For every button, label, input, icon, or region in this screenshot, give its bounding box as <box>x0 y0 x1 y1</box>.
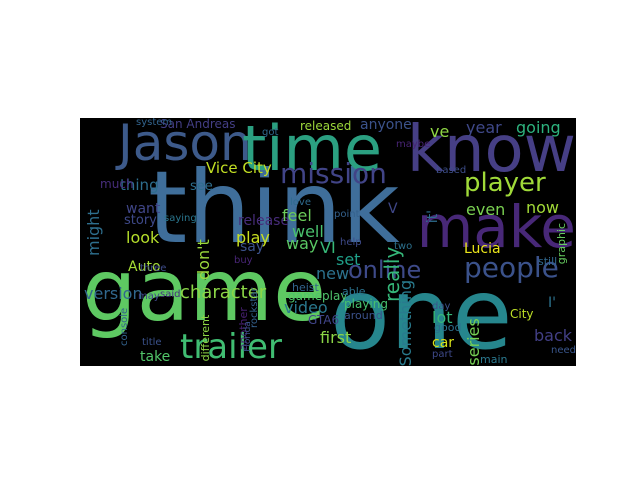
cloud-word-much: much <box>100 177 134 191</box>
cloud-word-now: now <box>526 198 560 217</box>
cloud-word-set: set <box>336 250 361 269</box>
cloud-word-graphic: graphic <box>555 222 568 265</box>
cloud-word-see: see <box>190 179 213 194</box>
cloud-word-release: release <box>238 213 290 229</box>
cloud-word-video: video <box>284 298 328 317</box>
cloud-word-good: good <box>434 321 462 334</box>
cloud-word-story: story <box>124 213 157 228</box>
cloud-word-able: able <box>342 285 366 298</box>
cloud-word-lucia: Lucia <box>464 241 501 257</box>
cloud-word-system: system <box>136 118 173 128</box>
cloud-word-said: said <box>160 289 181 300</box>
cloud-word-may: may <box>138 291 160 302</box>
cloud-word-san-andreas: San Andreas <box>160 118 236 131</box>
cloud-word-well: well <box>292 222 324 241</box>
cloud-word-part: part <box>432 349 453 360</box>
cloud-word-point: point <box>334 209 360 220</box>
cloud-word-console: console <box>119 307 130 346</box>
cloud-word-make: make <box>416 193 576 261</box>
cloud-word-three: three <box>140 263 167 274</box>
cloud-word-vice-city: Vice City <box>206 159 272 177</box>
cloud-word-time: time <box>242 118 383 185</box>
cloud-word-title: title <box>142 337 162 348</box>
cloud-word-going: going <box>516 118 561 137</box>
cloud-word-maybe: maybe <box>396 139 431 150</box>
cloud-word-different: different <box>199 314 212 362</box>
cloud-word-feel: feel <box>282 206 312 225</box>
cloud-word-back: back <box>534 326 573 345</box>
cloud-word-year: year <box>466 118 502 137</box>
cloud-word-anyone: anyone <box>360 118 412 133</box>
word-cloud: think one game know Jason time make trailer peop… <box>80 118 576 366</box>
cloud-word-play: play <box>236 228 270 247</box>
cloud-word-help: help <box>340 237 362 248</box>
cloud-word-got: got <box>262 127 279 138</box>
cloud-word-thing: thing <box>120 176 159 194</box>
cloud-word-don-t: don't <box>194 239 213 280</box>
cloud-word-way: way <box>286 234 319 253</box>
cloud-word-around: around <box>344 309 383 322</box>
cloud-word-v: V <box>388 201 398 217</box>
cloud-word-love: love <box>290 197 311 208</box>
cloud-word-released: released <box>300 119 352 133</box>
cloud-word-day: day <box>432 301 451 312</box>
cloud-word-buy: buy <box>234 255 253 266</box>
cloud-word-florida: Florida <box>243 321 253 352</box>
cloud-word-first: first <box>320 328 352 347</box>
cloud-word-version: version <box>84 284 143 303</box>
cloud-word-something: Something <box>396 279 415 366</box>
cloud-word-auto: Auto <box>128 259 161 275</box>
cloud-word-still: still <box>538 255 558 268</box>
cloud-word-it: it' <box>425 209 441 224</box>
cloud-word-say: say <box>240 239 265 255</box>
cloud-word-one: one <box>330 258 513 366</box>
cloud-word-jason: Jason <box>118 118 252 172</box>
cloud-word-game: game <box>82 241 326 341</box>
cloud-word-playing: playing <box>344 297 388 311</box>
cloud-word-vi: VI <box>320 238 336 257</box>
cloud-word-gameplay: gameplay <box>288 289 348 303</box>
cloud-word-two: two <box>394 241 413 252</box>
cloud-word-saying: saying <box>164 213 197 224</box>
cloud-word-car: car <box>432 335 455 351</box>
cloud-word-trailer: trailer <box>180 327 282 366</box>
cloud-word-lot: lot <box>432 308 453 327</box>
cloud-word-main: main <box>480 353 508 366</box>
cloud-word-look: look <box>126 228 160 247</box>
cloud-word-character: character <box>180 282 267 303</box>
cloud-word-city: City <box>510 307 534 321</box>
cloud-word-people: people <box>464 251 559 284</box>
cloud-word-think: think <box>148 149 400 266</box>
cloud-word-player: player <box>464 168 546 198</box>
cloud-word-need: need <box>551 345 576 356</box>
cloud-word-heist: heist <box>292 281 319 294</box>
cloud-word-based: based <box>436 165 467 176</box>
cloud-word-might: might <box>84 209 103 256</box>
cloud-word-mission: mission <box>280 157 387 190</box>
cloud-word-take: take <box>140 349 171 365</box>
cloud-word-know: know <box>406 118 576 187</box>
cloud-word-even: even <box>466 200 506 219</box>
cloud-word-new: new <box>316 264 350 283</box>
cloud-word-gta6: GTA6 <box>308 313 340 327</box>
cloud-word-ve: ve <box>430 122 450 141</box>
cloud-word-want: want <box>126 201 161 217</box>
cloud-word-online: online <box>348 256 422 284</box>
cloud-word-i: I' <box>548 295 556 311</box>
